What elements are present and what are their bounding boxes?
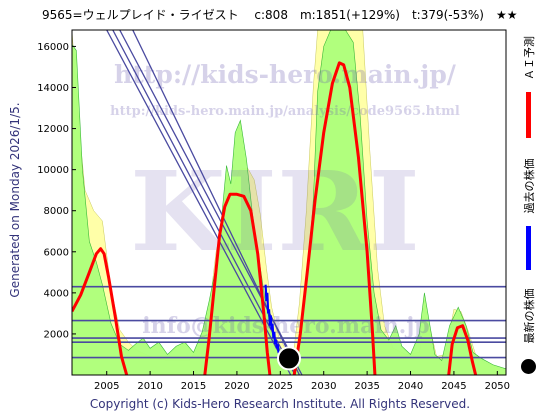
x-tick-label: 2045	[441, 381, 466, 392]
y-tick-label: 8000	[44, 206, 69, 217]
y-tick-label: 4000	[44, 288, 69, 299]
x-tick-label: 2035	[354, 381, 379, 392]
y-tick-label: 6000	[44, 247, 69, 258]
x-tick-label: 2020	[224, 381, 249, 392]
watermark-url-analysis: http://kids-hero.main.jp/analysis/code95…	[110, 104, 460, 119]
plot-background	[72, 30, 506, 375]
x-tick-label: 2015	[181, 381, 206, 392]
ai-forecast-series	[72, 61, 478, 375]
x-tick-label: 2040	[398, 381, 423, 392]
y-tick-label: 14000	[37, 83, 69, 94]
x-tick-label: 2010	[137, 381, 162, 392]
latest-price-marker	[277, 346, 301, 371]
plot-frame	[71, 29, 507, 376]
watermark-kiri: KIRI	[130, 147, 420, 276]
watermark-email: info@kids-hero.main.jp	[142, 313, 429, 339]
legend-ai-forecast: ＡＩ予測	[514, 30, 544, 140]
chart-title: 9565=ウェルプレイド・ライゼスト c:808 m:1851(+129%) t…	[42, 8, 518, 22]
watermark-url-large: http://kids-hero.main.jp/	[114, 60, 457, 89]
legend-past-label: 過去の株価	[523, 158, 536, 214]
x-axis-ticks: 2005 2010 2015 2020 2025 2030 2035 2040 2045 2050	[94, 371, 510, 392]
y-axis-ticks: 2000 4000 6000 8000 10000 12000 14000 16000	[37, 42, 76, 340]
legend-past-label-wrap: 過去の株価	[523, 159, 536, 214]
legend-ai-swatch	[526, 92, 531, 138]
legend-ai-label: ＡＩ予測	[523, 36, 536, 80]
copyright-footer: Copyright (c) Kids-Hero Research Institu…	[89, 397, 471, 411]
trend-line	[106, 30, 292, 375]
y-tick-label: 10000	[37, 165, 69, 176]
x-tick-label: 2050	[485, 381, 510, 392]
horizontal-levels	[72, 285, 506, 359]
legend-past-swatch	[526, 226, 531, 270]
ai-forecast-line	[203, 192, 272, 375]
legend-latest-dot	[521, 359, 536, 374]
legend-past-price: 過去の株価	[514, 150, 544, 270]
y-tick-label: 2000	[44, 329, 69, 340]
legend-latest-label-wrap: 最新の株価	[523, 289, 536, 344]
ai-forecast-line	[292, 61, 377, 375]
legend-latest-label: 最新の株価	[523, 288, 536, 344]
past-price-series	[264, 284, 284, 358]
ai-forecast-line	[447, 324, 478, 375]
legend-latest-price: 最新の株価	[514, 280, 544, 380]
y-tick-label: 16000	[37, 42, 69, 53]
x-tick-label: 2005	[94, 381, 119, 392]
x-tick-label: 2025	[268, 381, 293, 392]
legend-ai-label-wrap: ＡＩ予測	[523, 36, 536, 80]
x-tick-label: 2030	[311, 381, 336, 392]
y-tick-label: 12000	[37, 124, 69, 135]
ai-forecast-line	[72, 247, 129, 375]
